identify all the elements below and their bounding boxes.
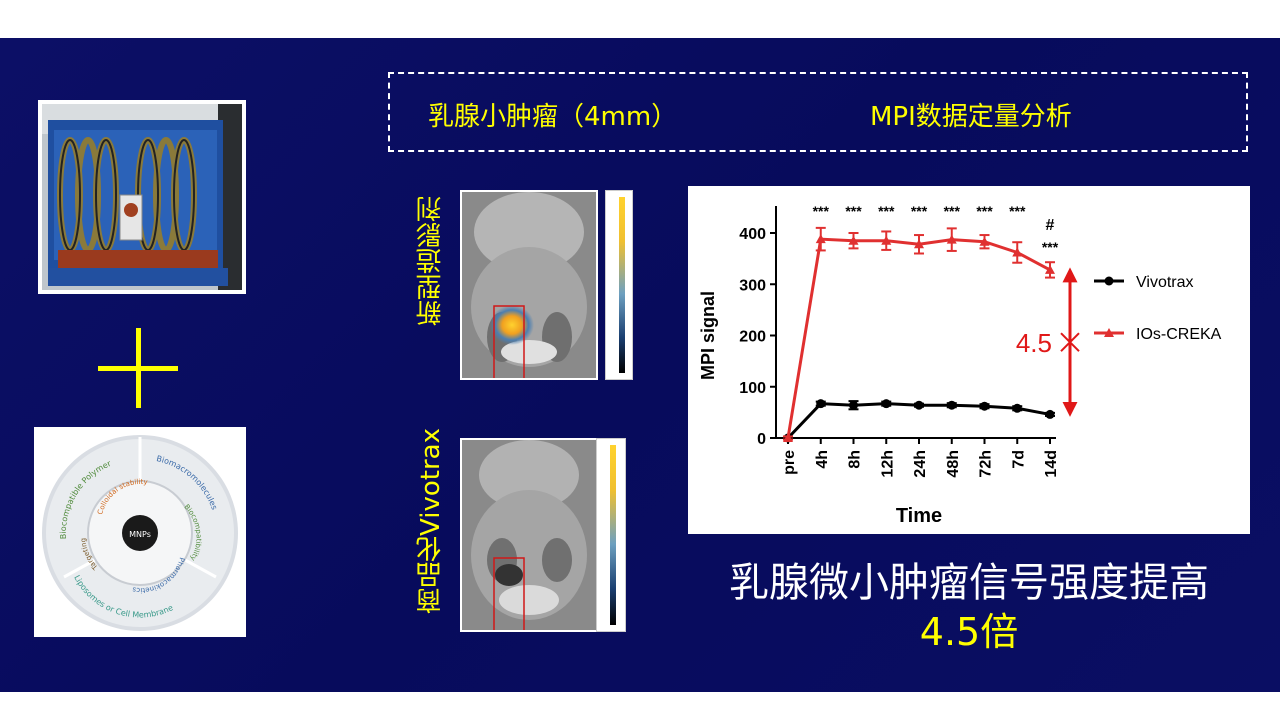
x-tick-label: 12h xyxy=(879,450,896,478)
times-icon xyxy=(1060,332,1080,352)
data-point xyxy=(815,234,826,244)
data-point xyxy=(783,433,793,442)
significance-label: *** xyxy=(944,203,961,219)
significance-label: *** xyxy=(1009,203,1026,219)
header-right-text: MPI数据定量分析 xyxy=(870,102,1072,132)
extra-mark: # xyxy=(1046,217,1055,234)
data-point xyxy=(979,236,990,246)
y-axis-label: MPI signal xyxy=(698,291,718,380)
header-box xyxy=(388,72,1248,152)
mpi-scan-vivotrax xyxy=(460,438,598,635)
mnp-coating-diagram: MNPs Biocompatible Polymer Biomacromolec… xyxy=(34,427,246,637)
data-point xyxy=(816,399,826,409)
legend-label: Vivotrax xyxy=(1136,274,1194,291)
significance-label: *** xyxy=(845,203,862,219)
x-axis-label: Time xyxy=(896,505,942,527)
colorbar xyxy=(605,190,633,380)
data-point xyxy=(881,399,891,409)
x-tick-label: pre xyxy=(781,450,798,475)
data-point xyxy=(1045,409,1055,419)
x-tick-label: 24h xyxy=(912,450,929,478)
data-point xyxy=(914,239,924,249)
x-tick-label: 4h xyxy=(814,450,831,469)
x-tick-label: 72h xyxy=(978,450,995,478)
mpi-signal-chart: 0 100 200 300 400 pre 4h 8h 12h 24h 48h 72h 7d 14d MPI… xyxy=(688,186,1250,534)
significance-label: *** xyxy=(878,203,895,219)
data-point xyxy=(914,400,924,410)
data-point xyxy=(980,401,989,411)
chart-svg: 0 100 200 300 400 pre 4h 8h 12h 24h 48h 72h 7d 14d MPI… xyxy=(698,203,1222,527)
x-tick-label: 8h xyxy=(847,450,864,469)
data-point xyxy=(1012,403,1022,413)
y-tick-label: 200 xyxy=(739,329,766,346)
y-tick-label: 100 xyxy=(739,380,766,397)
legend-marker xyxy=(1104,276,1114,286)
header-left-text: 乳腺小肿瘤（4mm） xyxy=(428,102,678,132)
x-tick-label: 7d xyxy=(1010,450,1027,469)
caption-line2: 4.5倍 xyxy=(919,610,1019,654)
caption-line1: 乳腺微小肿瘤信号强度提高 xyxy=(729,560,1209,606)
data-point xyxy=(848,235,859,245)
plus-icon xyxy=(98,328,178,408)
new-contrast-agent-label: 新型造影剂 xyxy=(416,196,446,326)
mpi-scanner-photo xyxy=(38,100,246,294)
vivotrax-label: 商品化Vivotrax xyxy=(416,428,446,614)
y-tick-label: 0 xyxy=(757,431,766,448)
data-point xyxy=(1012,247,1023,257)
significance-label: *** xyxy=(911,203,928,219)
data-point xyxy=(947,400,957,410)
significance-label: *** xyxy=(1042,239,1059,255)
colorbar xyxy=(596,438,626,632)
x-tick-label: 48h xyxy=(945,450,962,478)
data-point xyxy=(881,235,892,245)
data-point xyxy=(849,400,858,410)
data-point xyxy=(1045,264,1055,274)
significance-label: *** xyxy=(813,203,830,219)
y-tick-label: 400 xyxy=(739,226,766,243)
legend-label: IOs-CREKA xyxy=(1136,326,1222,343)
y-tick-label: 300 xyxy=(739,277,766,294)
mnp-center-label: MNPs xyxy=(129,530,151,539)
data-point xyxy=(946,234,957,244)
legend-marker xyxy=(1104,328,1114,337)
significance-label: *** xyxy=(976,203,993,219)
fold-change-label: 4.5 xyxy=(1016,328,1052,358)
x-tick-label: 14d xyxy=(1043,450,1060,478)
mpi-scan-new-agent xyxy=(460,190,598,381)
